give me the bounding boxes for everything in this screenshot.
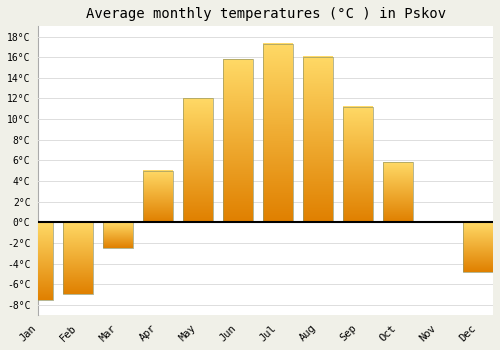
Bar xyxy=(303,57,333,222)
Bar xyxy=(183,98,213,222)
Bar xyxy=(223,59,253,222)
Title: Average monthly temperatures (°C ) in Pskov: Average monthly temperatures (°C ) in Ps… xyxy=(86,7,446,21)
Bar xyxy=(263,44,293,222)
Bar xyxy=(143,171,173,222)
Bar xyxy=(343,107,373,222)
Bar xyxy=(23,222,53,300)
Bar xyxy=(383,162,413,222)
Bar xyxy=(463,222,493,272)
Bar xyxy=(103,222,133,248)
Bar xyxy=(63,222,93,294)
